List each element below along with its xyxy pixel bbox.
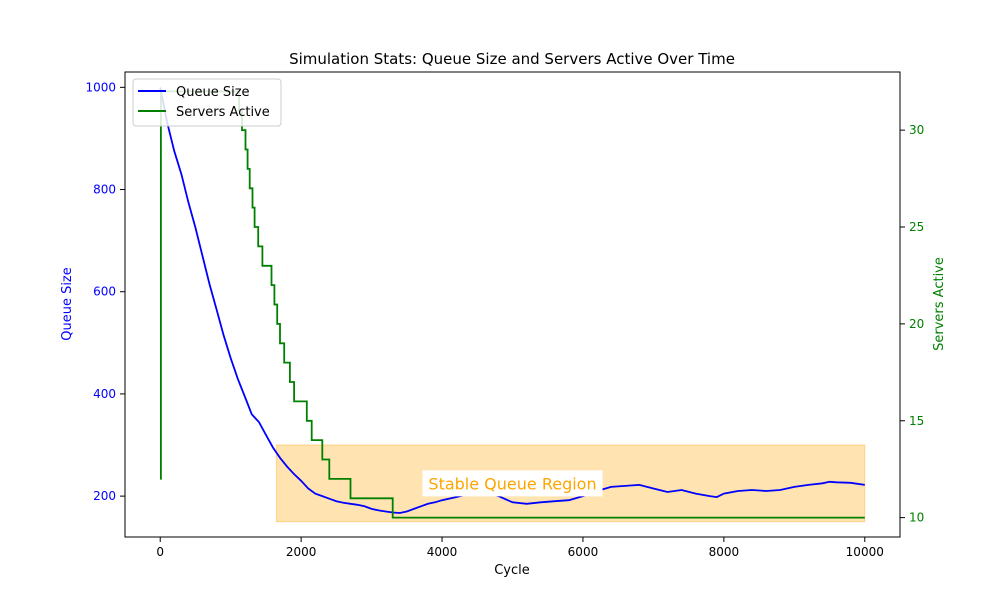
y-tick-label: 400 — [93, 387, 116, 401]
y-axis-label: Queue Size — [60, 267, 75, 341]
y-tick-label: 800 — [93, 183, 116, 197]
y2-axis-label: Servers Active — [932, 257, 947, 351]
y-axis-right: 10 15 20 25 30 — [900, 123, 924, 525]
x-tick-label: 0 — [156, 545, 164, 559]
legend-label-servers: Servers Active — [176, 105, 270, 120]
region-label-background — [422, 470, 603, 497]
servers-active-line — [160, 90, 865, 519]
region-label: Stable Queue Region — [428, 474, 596, 493]
legend-label-queue: Queue Size — [176, 85, 250, 100]
x-tick-label: 4000 — [427, 545, 458, 559]
y2-tick-label: 10 — [909, 511, 924, 525]
queue-size-line — [159, 87, 865, 514]
legend: Queue Size Servers Active — [132, 78, 282, 127]
legend-box — [132, 78, 282, 127]
chart-title: Simulation Stats: Queue Size and Servers… — [289, 50, 735, 68]
y-tick-label: 600 — [93, 285, 116, 299]
y-axis-left: 200 400 600 800 1000 — [85, 80, 125, 503]
y2-tick-label: 25 — [909, 220, 924, 234]
x-axis-label: Cycle — [494, 563, 530, 578]
y-tick-label: 1000 — [85, 80, 116, 94]
x-tick-label: 10000 — [846, 545, 884, 559]
y2-tick-label: 15 — [909, 414, 924, 428]
y2-tick-label: 30 — [909, 123, 924, 137]
x-axis: 0 2000 4000 6000 8000 10000 — [156, 537, 884, 559]
plot-frame — [124, 71, 901, 538]
annotation-layer: Stable Queue Region — [422, 470, 603, 497]
x-tick-label: 8000 — [709, 545, 740, 559]
y-tick-label: 200 — [93, 489, 116, 503]
x-tick-label: 6000 — [568, 545, 599, 559]
x-tick-label: 2000 — [286, 545, 317, 559]
series-layer — [159, 87, 865, 519]
y2-tick-label: 20 — [909, 317, 924, 331]
